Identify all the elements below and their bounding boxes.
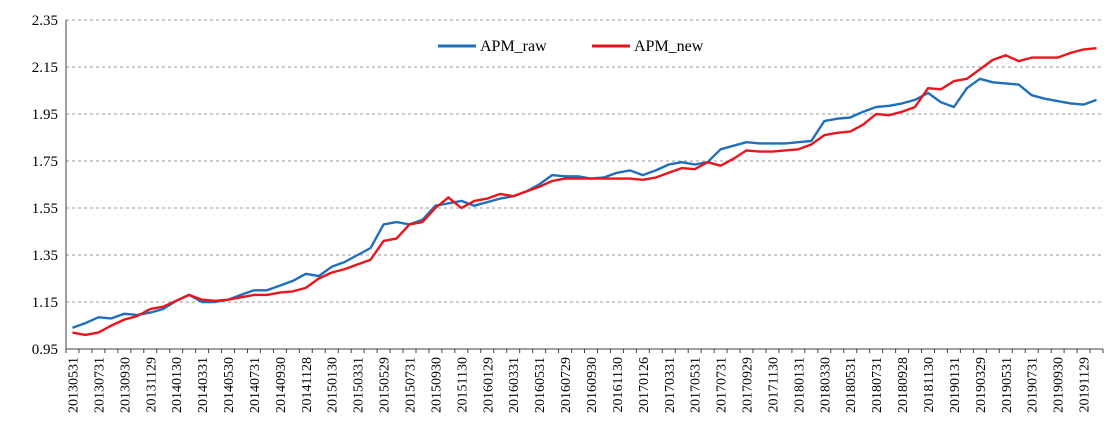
y-tick-label: 1.55 [32,201,58,217]
x-tick-label: 20140530 [222,357,237,413]
x-tick-label: 20150731 [404,357,419,413]
x-tick-label: 20170531 [689,357,704,413]
x-tick-label: 20190531 [1000,357,1015,413]
x-tick-label: 20190329 [974,357,989,413]
x-tick-label: 20180731 [870,357,885,413]
x-tick-label: 20160129 [481,357,496,413]
x-tick-labels: 20130531 20130731 20130930 20131129 20140130… [66,357,1092,413]
x-tick-label: 20150930 [429,357,444,413]
x-tick-label: 20170126 [637,357,652,413]
x-tick-label: 20180928 [896,357,911,413]
series-lines [72,47,1097,337]
x-tick-label: 20151130 [455,357,470,412]
legend: APM_raw APM_new [438,38,704,55]
x-tick-label: 20170731 [715,357,730,413]
series-line-apm-new [72,47,1097,337]
x-tick-label: 20160930 [585,357,600,413]
y-tick-label: 1.35 [32,248,58,264]
x-tick-label: 20161130 [611,357,626,412]
x-tick-label: 20190131 [948,357,963,413]
x-tick-label: 20180131 [792,357,807,413]
x-tick-label: 20130731 [92,357,107,413]
x-tick-label: 20150130 [326,357,341,413]
y-tick-labels: 0.95 1.15 1.35 1.55 1.75 1.95 2.15 2.35 [32,13,58,358]
y-tick-label: 1.95 [32,107,58,123]
x-tick-label: 20160729 [559,357,574,413]
axes [65,20,1104,353]
x-tick-label: 20141128 [300,357,315,412]
y-tick-label: 0.95 [32,342,58,358]
x-tick-label: 20180531 [844,357,859,413]
x-tick-label: 20150529 [378,357,393,413]
x-tick-label: 20150331 [352,357,367,413]
x-tick-label: 20160331 [507,357,522,413]
x-tick-label: 20170331 [663,357,678,413]
x-tick-label: 20140731 [248,357,263,413]
y-tick-label: 2.35 [32,13,58,29]
x-tick-label: 20131129 [144,357,159,412]
x-tick-label: 20170929 [741,357,756,413]
gridlines [66,19,1103,303]
legend-label-apm-new: APM_new [634,38,704,55]
x-tick-label: 20181130 [922,357,937,412]
x-tick-label: 20191129 [1078,357,1093,412]
x-tick-label: 20140130 [170,357,185,413]
x-tick-label: 20130531 [66,357,81,413]
y-tick-label: 1.75 [32,154,58,170]
x-tick-label: 20140930 [274,357,289,413]
x-tick-label: 20140331 [196,357,211,413]
x-tick-label: 20190731 [1026,357,1041,413]
legend-label-apm-raw: APM_raw [480,38,547,55]
x-tick-label: 20180330 [818,357,833,413]
series-line-apm-raw [72,77,1097,329]
x-tick-label: 20171130 [766,357,781,412]
y-tick-label: 1.15 [32,295,58,311]
y-tick-label: 2.15 [32,60,58,76]
x-tick-label: 20160531 [533,357,548,413]
x-tick-label: 20130930 [118,357,133,413]
x-tick-label: 20190930 [1052,357,1067,413]
